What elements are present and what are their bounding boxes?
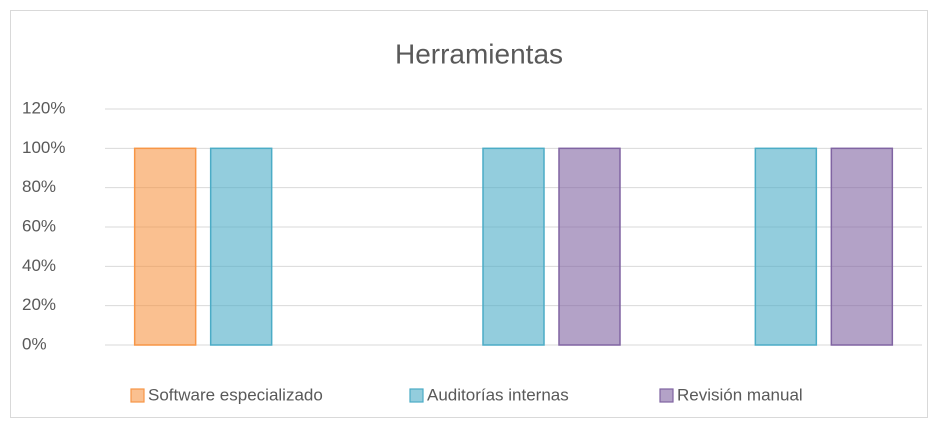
legend-swatch bbox=[130, 388, 145, 403]
legend-swatch bbox=[659, 388, 674, 403]
y-tick-label: 80% bbox=[22, 177, 56, 196]
bar bbox=[133, 147, 197, 346]
legend-label: Software especializado bbox=[148, 385, 323, 404]
legend-swatch bbox=[409, 388, 424, 403]
bar bbox=[754, 147, 818, 346]
chart-title: Herramientas bbox=[395, 38, 563, 69]
bar bbox=[209, 147, 273, 346]
y-tick-label: 120% bbox=[22, 98, 65, 117]
bar bbox=[482, 147, 545, 346]
y-tick-label: 60% bbox=[22, 216, 56, 235]
y-tick-label: 100% bbox=[22, 138, 65, 157]
y-tick-label: 20% bbox=[22, 295, 56, 314]
y-tick-label: 0% bbox=[22, 334, 47, 353]
bar bbox=[558, 147, 621, 346]
bar bbox=[830, 147, 894, 346]
legend-label: Revisión manual bbox=[677, 385, 803, 404]
y-tick-label: 40% bbox=[22, 256, 56, 275]
legend-label: Auditorías internas bbox=[427, 385, 569, 404]
